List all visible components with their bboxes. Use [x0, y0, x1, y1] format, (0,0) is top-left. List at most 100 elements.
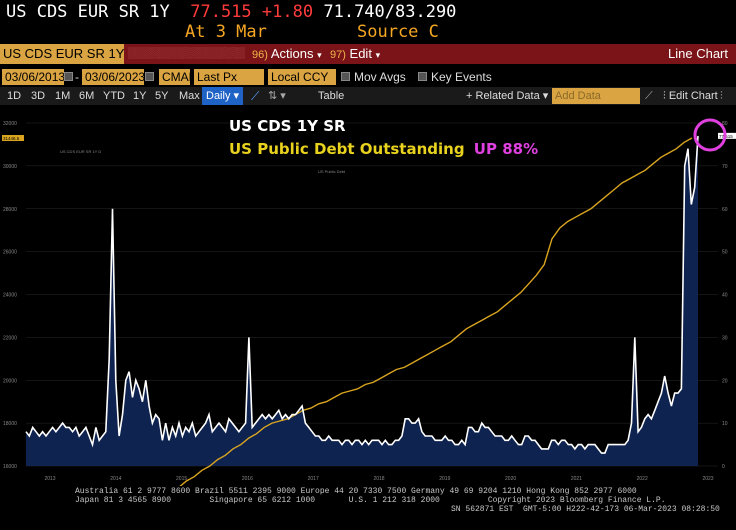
debt-last-value-box [2, 135, 24, 142]
calendar-icon[interactable] [64, 72, 73, 81]
period-6m[interactable]: 6M [79, 90, 95, 102]
key-events-label[interactable]: Key Events [431, 70, 492, 84]
more-options-icon[interactable]: ⫶ [720, 90, 723, 102]
x-tick-label: 2022 [637, 476, 648, 482]
cds-area-fill [26, 135, 698, 466]
chart-type-title: Line Chart [668, 46, 728, 61]
chart-plot: 16000 18000 20000 22000 24000 26000 28000 30000… [0, 106, 736, 486]
footer-line-1: Australia 61 2 9777 8600 Brazil 5511 239… [75, 487, 637, 496]
price-change: +1.80 [261, 2, 314, 22]
period-toolbar: 1D 3D 1M 6M YTD 1Y 5Y Max Daily ▾ ⟋ ⇅ ▾ … [0, 87, 736, 105]
left-tick-label: 22000 [3, 335, 17, 341]
line-chart-icon[interactable]: ⟋ [251, 89, 260, 103]
right-tick-label: 20 [722, 378, 728, 384]
right-tick-label: 80 [722, 121, 728, 127]
x-tick-label: 2015 [176, 476, 187, 482]
x-tick-label: 2013 [44, 476, 55, 482]
x-tick-label: 2023 [702, 476, 713, 482]
debt-annotation-label: US Public Debt Outstanding [229, 140, 465, 158]
security-field[interactable]: US CDS EUR SR 1Y D [0, 44, 124, 64]
period-ytd[interactable]: YTD [103, 90, 125, 102]
footer-line-3: SN 562871 EST GMT-5:00 H222-42-173 06-Ma… [451, 505, 720, 514]
x-tick-label: 2021 [571, 476, 582, 482]
tools-icon[interactable]: ⟋ [645, 90, 653, 102]
right-tick-label: 30 [722, 335, 728, 341]
left-tick-label: 18000 [3, 421, 17, 427]
debt-last-value: 31446.5 [3, 136, 20, 141]
quote-header: US CDS EUR SR 1Y 77.515 +1.80 71.740/83.… [0, 0, 736, 44]
frequency-select[interactable]: Daily ▾ [202, 87, 244, 105]
settings-icon: ⫶ [663, 90, 666, 102]
plus-icon: + [466, 90, 473, 102]
frequency-label: Daily [206, 90, 231, 102]
period-1m[interactable]: 1M [55, 90, 71, 102]
right-tick-label: 70 [722, 164, 728, 170]
left-axis: 16000 18000 20000 22000 24000 26000 28000 30000… [2, 121, 24, 470]
period-max[interactable]: Max [179, 90, 200, 102]
period-5y[interactable]: 5Y [155, 90, 169, 102]
legend-tag-cds: US CDS EUR SR 1Y D [60, 149, 101, 154]
ticker-name: US CDS EUR SR 1Y [6, 2, 170, 22]
actions-menu[interactable]: 96) Actions ▾ [252, 44, 322, 64]
x-tick-label: 2019 [439, 476, 450, 482]
chevron-down-icon: ▾ [233, 90, 240, 102]
date-separator: - [75, 70, 79, 84]
left-tick-label: 20000 [3, 378, 17, 384]
left-tick-label: 26000 [3, 250, 17, 256]
chevron-down-icon: ▾ [542, 90, 549, 102]
right-tick-label: 0 [722, 464, 725, 470]
left-tick-label: 16000 [3, 464, 17, 470]
mov-avgs-label[interactable]: Mov Avgs [354, 70, 406, 84]
edit-hotkey: 97) [330, 49, 346, 61]
price-source: Source C [357, 22, 439, 42]
chart-title: US CDS 1Y SR [229, 117, 346, 135]
chevron-down-icon: ▾ [375, 50, 381, 60]
debt-annotation: US Public Debt Outstanding UP 88% [229, 140, 538, 158]
related-data-label: Related Data [475, 90, 540, 102]
legend-tags: US CDS EUR SR 1Y D US Public Debt [60, 149, 346, 174]
right-tick-label: 50 [722, 250, 728, 256]
quote-line: US CDS EUR SR 1Y 77.515 +1.80 71.740/83.… [6, 2, 456, 22]
x-tick-label: 2014 [110, 476, 121, 482]
debt-series-line [179, 137, 693, 486]
footer: Australia 61 2 9777 8600 Brazil 5511 239… [0, 486, 736, 530]
end-date-field[interactable]: 03/06/2023 [82, 69, 144, 85]
left-tick-label: 28000 [3, 207, 17, 213]
period-1y[interactable]: 1Y [133, 90, 147, 102]
add-data-input[interactable]: Add Data [552, 88, 640, 104]
mov-avgs-checkbox[interactable] [341, 72, 350, 81]
x-tick-label: 2017 [308, 476, 319, 482]
function-toolbar: US CDS EUR SR 1Y D ▒▒▒▒▒▒▒▒▒▒▒▒▒▒▒ 96) A… [0, 44, 736, 64]
price-type-field[interactable]: Last Px [194, 69, 264, 85]
as-of-date: At 3 Mar [185, 22, 267, 42]
currency-field[interactable]: Local CCY [268, 69, 336, 85]
settings-toolbar: 03/06/2013 - 03/06/2023 CMAN Last Px Loc… [0, 67, 736, 87]
right-tick-label: 40 [722, 293, 728, 299]
last-price: 77.515 [190, 2, 252, 22]
highlight-circle [693, 118, 727, 152]
right-tick-label: 10 [722, 421, 728, 427]
cman-field[interactable]: CMAN [159, 69, 190, 85]
start-date-field[interactable]: 03/06/2013 [2, 69, 64, 85]
chart-style-icon[interactable]: ⇅ ▾ [268, 90, 286, 102]
period-3d[interactable]: 3D [31, 90, 46, 102]
cds-last-value-box [718, 132, 736, 139]
calendar-icon[interactable] [145, 72, 154, 81]
period-1d[interactable]: 1D [7, 90, 22, 102]
x-tick-label: 2016 [242, 476, 253, 482]
related-data-menu[interactable]: + Related Data ▾ [466, 87, 548, 105]
edit-label: Edit [349, 46, 372, 61]
cds-series-line [25, 135, 699, 454]
legend-tag-debt: US Public Debt [318, 169, 346, 174]
edit-chart-button[interactable]: ⫶ Edit Chart [663, 87, 718, 105]
table-button[interactable]: Table [318, 90, 345, 102]
actions-hotkey: 96) [252, 49, 268, 61]
left-tick-label: 30000 [3, 164, 17, 170]
x-tick-label: 2018 [373, 476, 384, 482]
edit-menu[interactable]: 97) Edit ▾ [330, 44, 380, 64]
x-tick-label: 2020 [505, 476, 516, 482]
key-events-checkbox[interactable] [418, 72, 427, 81]
field-placeholder: ▒▒▒▒▒▒▒▒▒▒▒▒▒▒▒ [128, 47, 245, 59]
edit-chart-label: Edit Chart [668, 90, 718, 102]
left-tick-label: 32000 [3, 121, 17, 127]
